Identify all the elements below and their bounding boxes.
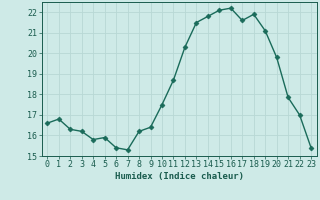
X-axis label: Humidex (Indice chaleur): Humidex (Indice chaleur)	[115, 172, 244, 181]
